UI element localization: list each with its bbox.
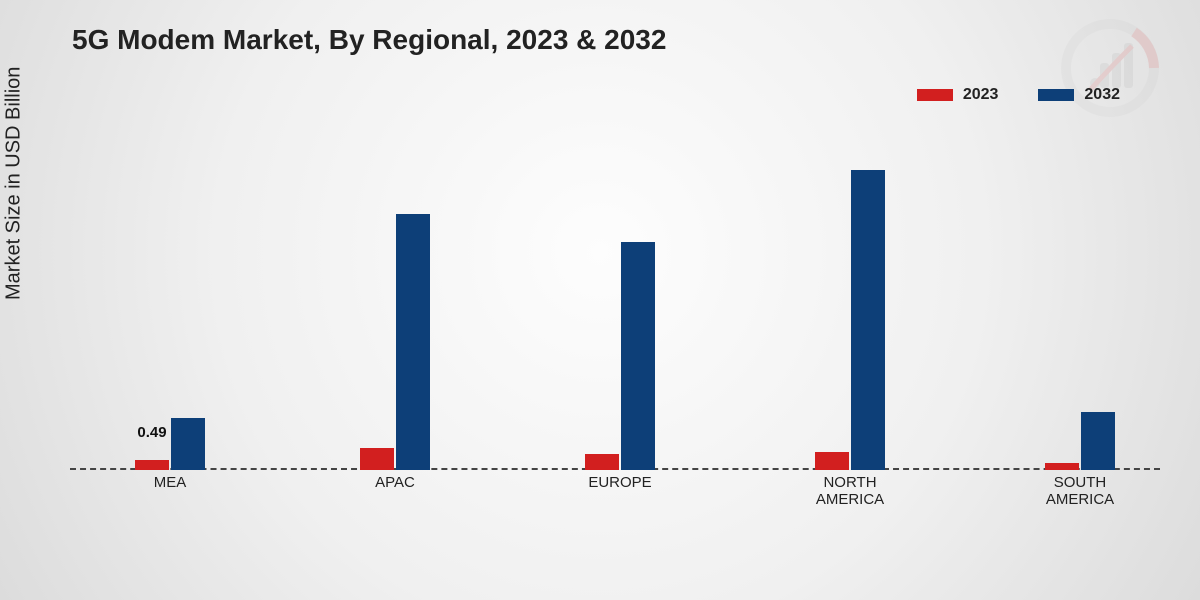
bar-mea-2023 — [135, 460, 169, 470]
bar-apac-2032 — [396, 214, 430, 470]
chart-title: 5G Modem Market, By Regional, 2023 & 203… — [72, 24, 666, 56]
legend-swatch-2023 — [917, 89, 953, 101]
plot-area: 0.49 — [70, 130, 1160, 470]
bar-group-apac — [315, 214, 475, 470]
xlabel-mea: MEA — [90, 474, 250, 491]
chart-canvas: 5G Modem Market, By Regional, 2023 & 203… — [0, 0, 1200, 600]
xlabel-apac: APAC — [315, 474, 475, 491]
bar-europe-2023 — [585, 454, 619, 470]
legend: 2023 2032 — [917, 86, 1120, 104]
bar-na-2023 — [815, 452, 849, 470]
bar-group-south-america — [1000, 412, 1160, 470]
bar-group-north-america — [770, 170, 930, 470]
legend-item-2032: 2032 — [1038, 86, 1120, 104]
bar-group-mea — [90, 418, 250, 470]
bar-apac-2023 — [360, 448, 394, 470]
x-axis-labels: MEA APAC EUROPE NORTHAMERICA SOUTHAMERIC… — [70, 474, 1160, 534]
legend-label-2032: 2032 — [1084, 86, 1120, 104]
legend-item-2023: 2023 — [917, 86, 999, 104]
bar-mea-2032 — [171, 418, 205, 470]
bar-sa-2032 — [1081, 412, 1115, 470]
bar-europe-2032 — [621, 242, 655, 470]
legend-label-2023: 2023 — [963, 86, 999, 104]
bar-sa-2023 — [1045, 463, 1079, 470]
y-axis-label: Market Size in USD Billion — [3, 67, 26, 300]
bar-group-europe — [540, 242, 700, 470]
legend-swatch-2032 — [1038, 89, 1074, 101]
bar-na-2032 — [851, 170, 885, 470]
xlabel-europe: EUROPE — [540, 474, 700, 491]
data-label-mea-2023: 0.49 — [137, 424, 166, 441]
xlabel-south-america: SOUTHAMERICA — [1000, 474, 1160, 509]
xlabel-north-america: NORTHAMERICA — [770, 474, 930, 509]
